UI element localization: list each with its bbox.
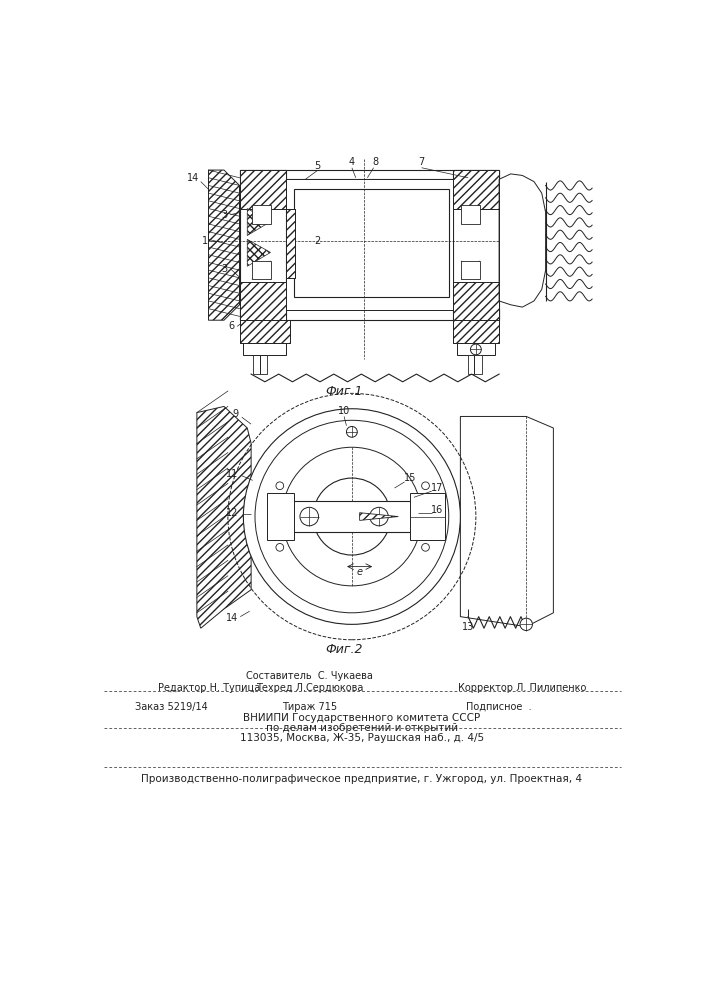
- Text: 10: 10: [338, 406, 350, 416]
- Circle shape: [300, 507, 319, 526]
- Bar: [452, 170, 499, 320]
- Bar: [290, 501, 414, 532]
- Text: 15: 15: [404, 473, 416, 483]
- Text: Заказ 5219/14: Заказ 5219/14: [135, 702, 208, 712]
- Text: Редактор Н. Тупица: Редактор Н. Тупица: [158, 683, 260, 693]
- Bar: [452, 320, 499, 343]
- Text: 11: 11: [226, 469, 238, 479]
- Text: Подписное  .: Подписное .: [467, 702, 532, 712]
- Bar: [240, 170, 286, 320]
- Bar: [252, 261, 271, 279]
- Text: Составитель  С. Чукаева: Составитель С. Чукаева: [246, 671, 373, 681]
- Bar: [252, 205, 271, 224]
- Text: Фиг.2: Фиг.2: [325, 643, 363, 656]
- Bar: [240, 170, 286, 209]
- Text: Тираж 715: Тираж 715: [281, 702, 337, 712]
- Text: 2: 2: [314, 236, 320, 246]
- Text: 12: 12: [226, 508, 238, 518]
- Bar: [293, 189, 449, 297]
- Text: 14: 14: [226, 613, 238, 623]
- Polygon shape: [360, 513, 398, 520]
- Circle shape: [313, 478, 391, 555]
- Circle shape: [520, 618, 532, 631]
- Bar: [468, 355, 482, 374]
- Polygon shape: [499, 174, 546, 307]
- Polygon shape: [247, 239, 271, 266]
- Text: e: e: [356, 567, 363, 577]
- Text: 9: 9: [233, 409, 239, 419]
- Text: Корректор Л. Пилипенко: Корректор Л. Пилипенко: [458, 683, 587, 693]
- Text: по делам изобретений и открытий: по делам изобретений и открытий: [266, 723, 458, 733]
- Bar: [286, 179, 452, 310]
- Bar: [267, 493, 293, 540]
- Bar: [452, 320, 499, 343]
- Circle shape: [243, 409, 460, 624]
- Bar: [410, 493, 445, 540]
- Circle shape: [282, 447, 421, 586]
- Polygon shape: [247, 209, 271, 235]
- Text: 16: 16: [431, 505, 443, 515]
- Bar: [243, 343, 286, 355]
- Text: 113035, Москва, Ж-35, Раушская наб., д. 4/5: 113035, Москва, Ж-35, Раушская наб., д. …: [240, 733, 484, 743]
- Bar: [240, 170, 499, 179]
- Text: 3: 3: [221, 264, 227, 274]
- Text: 17: 17: [431, 483, 443, 493]
- Text: 8: 8: [372, 157, 378, 167]
- Bar: [240, 320, 290, 343]
- Text: Техред Л.Сердюкова: Техред Л.Сердюкова: [255, 683, 363, 693]
- Text: Фиг.1: Фиг.1: [325, 385, 363, 398]
- Bar: [240, 320, 290, 343]
- Text: Производственно-полиграфическое предприятие, г. Ужгород, ул. Проектная, 4: Производственно-полиграфическое предприя…: [141, 774, 583, 784]
- Text: ВНИИПИ Государственного комитета СССР: ВНИИПИ Государственного комитета СССР: [243, 713, 481, 723]
- Bar: [457, 343, 495, 355]
- Text: 3: 3: [221, 210, 227, 220]
- Circle shape: [370, 507, 388, 526]
- Text: 14: 14: [187, 173, 199, 183]
- Bar: [286, 209, 296, 278]
- Bar: [240, 309, 499, 320]
- Bar: [253, 355, 267, 374]
- Text: 4: 4: [349, 157, 355, 167]
- Bar: [452, 282, 499, 320]
- Text: 6: 6: [228, 321, 235, 331]
- Bar: [461, 261, 480, 279]
- Polygon shape: [460, 416, 554, 627]
- Circle shape: [349, 514, 354, 519]
- Text: 1: 1: [201, 236, 208, 246]
- Circle shape: [338, 503, 366, 530]
- Text: 13: 13: [462, 622, 474, 632]
- Text: 7: 7: [419, 157, 425, 167]
- Text: 5: 5: [314, 161, 320, 171]
- Circle shape: [255, 420, 449, 613]
- Polygon shape: [197, 406, 251, 628]
- Polygon shape: [209, 170, 240, 320]
- Bar: [452, 170, 499, 209]
- Bar: [240, 282, 286, 320]
- Circle shape: [346, 426, 357, 437]
- Bar: [461, 205, 480, 224]
- Bar: [286, 209, 296, 278]
